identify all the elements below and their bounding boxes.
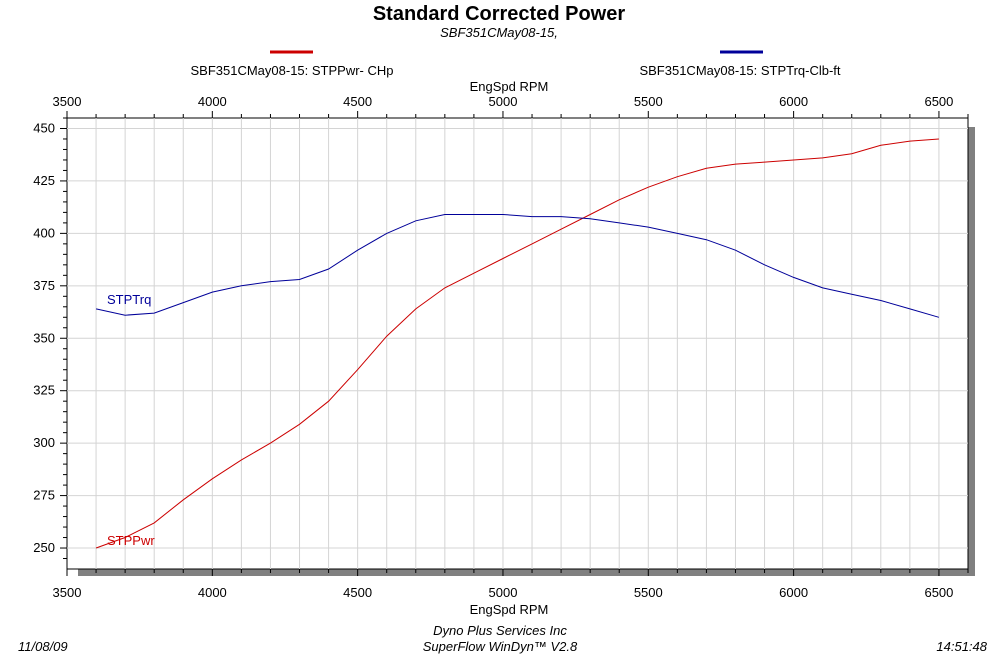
- x-tick-label-bottom: 4000: [198, 585, 227, 600]
- x-tick-label-bottom: 6500: [924, 585, 953, 600]
- series-lines: [95, 138, 940, 549]
- y-tick-label: 350: [33, 330, 55, 345]
- footer-company: Dyno Plus Services Inc: [433, 623, 567, 638]
- x-tick-label-top: 6500: [924, 94, 953, 109]
- x-tick-label-top: 4000: [198, 94, 227, 109]
- grid: [67, 118, 968, 569]
- chart-subtitle: SBF351CMay08-15,: [440, 25, 558, 40]
- series-label-torque: STPTrq: [107, 292, 151, 307]
- y-tick-label: 325: [33, 383, 55, 398]
- chart-title: Standard Corrected Power: [373, 3, 626, 25]
- x-tick-label-top: 5500: [634, 94, 663, 109]
- footer-date: 11/08/09: [18, 639, 68, 654]
- x-tick-label-top: 4500: [343, 94, 372, 109]
- x-tick-label-bottom: 3500: [53, 585, 82, 600]
- plot-shadow-right: [968, 127, 975, 576]
- plot-area: [66, 117, 969, 570]
- x-tick-label-top: 3500: [53, 94, 82, 109]
- x-tick-label-bottom: 5500: [634, 585, 663, 600]
- y-tick-label: 400: [33, 225, 55, 240]
- series-line-power: [95, 138, 939, 549]
- legend: SBF351CMay08-15: STPPwr- CHp SBF351CMay0…: [190, 50, 841, 78]
- legend-entry-torque: SBF351CMay08-15: STPTrq-Clb-ft: [639, 63, 840, 78]
- series-label-power: STPPwr: [107, 533, 155, 548]
- x-axis-label-bottom: EngSpd RPM: [470, 602, 549, 617]
- y-tick-label: 250: [33, 540, 55, 555]
- legend-entry-power: SBF351CMay08-15: STPPwr- CHp: [190, 63, 393, 78]
- x-tick-label-bottom: 6000: [779, 585, 808, 600]
- series-line-torque: [95, 214, 940, 318]
- x-axis-label-top: EngSpd RPM: [470, 79, 549, 94]
- x-tick-label-bottom: 5000: [489, 585, 518, 600]
- y-tick-label: 300: [33, 435, 55, 450]
- x-tick-label-top: 5000: [489, 94, 518, 109]
- plot-shadow-bottom: [78, 569, 975, 576]
- axis-ticks: 3500 3500 4000 4000 4500 4500 5000 5000 5500 5500…: [33, 94, 969, 600]
- y-tick-label: 275: [33, 488, 55, 503]
- footer-time: 14:51:48: [936, 639, 987, 654]
- y-tick-label: 450: [33, 120, 55, 135]
- x-tick-label-top: 6000: [779, 94, 808, 109]
- y-tick-label: 375: [33, 278, 55, 293]
- x-tick-label-bottom: 4500: [343, 585, 372, 600]
- y-tick-label: 425: [33, 173, 55, 188]
- footer-software: SuperFlow WinDyn™ V2.8: [423, 639, 578, 654]
